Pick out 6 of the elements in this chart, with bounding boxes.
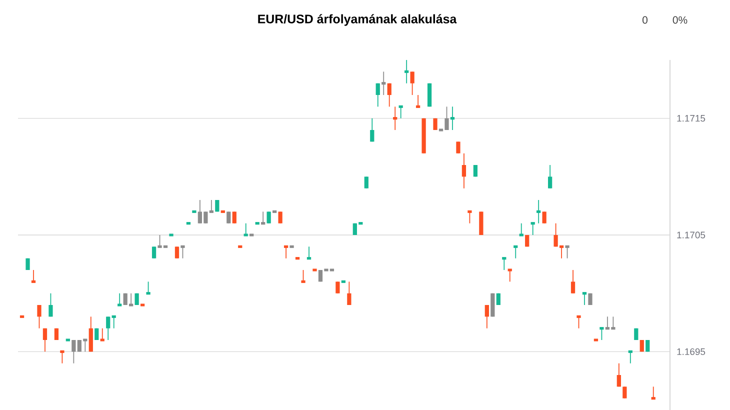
y-tick-label: 1.1695 (677, 348, 706, 356)
chart-title: EUR/USD árfolyamának alakulása (258, 14, 457, 26)
y-tick-label: 1.1715 (677, 115, 706, 122)
y-tick-label: 1.1705 (677, 232, 706, 238)
text: 0% (672, 16, 688, 24)
text: 0 (642, 16, 648, 24)
